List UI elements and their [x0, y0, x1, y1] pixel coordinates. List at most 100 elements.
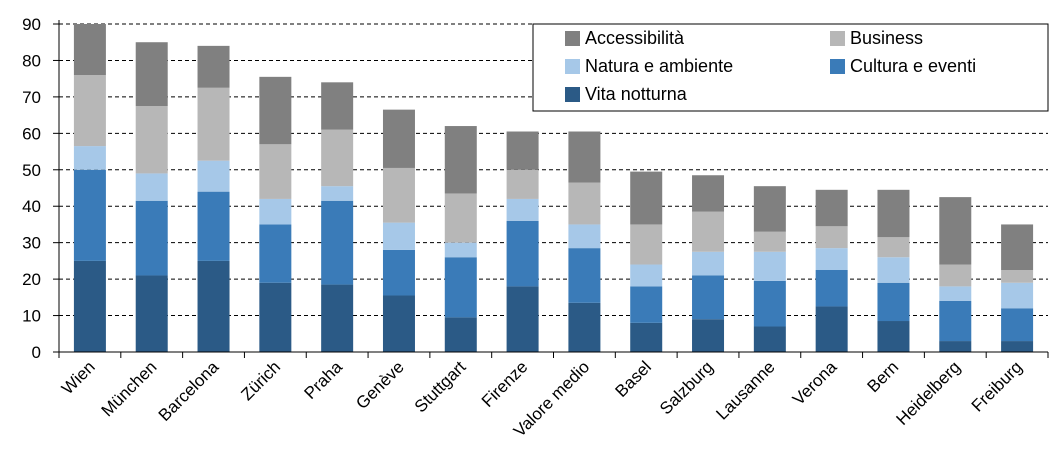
bar-segment-business-gen-ve — [382, 167, 415, 223]
bar-segment-natura-e-ambiente-bern — [877, 257, 910, 283]
bar-segment-vita-notturna-freiburg — [1001, 341, 1034, 352]
bar-segment-natura-e-ambiente-barcelona — [197, 160, 230, 192]
legend-box — [532, 23, 1049, 112]
bar-segment-natura-e-ambiente-valore-medio — [568, 224, 601, 249]
bar-segment-cultura-e-eventi-wien — [73, 169, 106, 261]
bar-segment-natura-e-ambiente-m-nchen — [135, 173, 168, 201]
bar-segment-cultura-e-eventi-gen-ve — [382, 249, 415, 296]
x-tick-label: Freiburg — [968, 357, 1026, 415]
x-tick-label: Praha — [300, 357, 346, 403]
bar-segment-cultura-e-eventi-basel — [630, 286, 663, 323]
bar-segment-cultura-e-eventi-freiburg — [1001, 308, 1034, 342]
bar-segment-business-bern — [877, 237, 910, 258]
bar-segment-natura-e-ambiente-heidelberg — [939, 286, 972, 301]
legend-swatch — [565, 87, 580, 102]
x-tick-label: Basel — [612, 357, 656, 401]
bar-segment-business-valore-medio — [568, 182, 601, 225]
legend-swatch — [565, 59, 580, 74]
bar-segment-accessibilit--gen-ve — [382, 109, 415, 168]
bar-segment-accessibilit--freiburg — [1001, 224, 1034, 270]
bar-segment-vita-notturna-wien — [73, 260, 106, 352]
bar-segment-natura-e-ambiente-basel — [630, 264, 663, 287]
bar-segment-cultura-e-eventi-bern — [877, 282, 910, 322]
bar-segment-cultura-e-eventi-lausanne — [753, 280, 786, 327]
bar-segment-business-lausanne — [753, 231, 786, 252]
bar-segment-natura-e-ambiente-salzburg — [692, 251, 725, 276]
bar-segment-cultura-e-eventi-valore-medio — [568, 248, 601, 303]
bar-segment-accessibilit--firenze — [506, 131, 539, 170]
bar-segment-vita-notturna-stuttgart — [444, 317, 477, 352]
bar-segment-vita-notturna-bern — [877, 321, 910, 352]
bar-segment-accessibilit--z-rich — [259, 76, 292, 145]
x-tick-label: Zürich — [237, 357, 284, 404]
legend-label: Business — [850, 28, 923, 48]
y-tick-labels: 0 10 20 30 40 50 60 70 80 90 — [22, 15, 41, 362]
bar-segment-business-m-nchen — [135, 106, 168, 174]
x-tick-label: Genève — [352, 357, 408, 413]
y-tick-label: 50 — [22, 161, 41, 180]
bar-segment-accessibilit--m-nchen — [135, 42, 168, 106]
bar-segment-vita-notturna-heidelberg — [939, 341, 972, 352]
x-tick-label: Wien — [58, 357, 99, 398]
bar-segment-business-salzburg — [692, 211, 725, 252]
legend-label: Cultura e eventi — [850, 56, 976, 76]
x-tick-label: Firenze — [478, 357, 532, 411]
bar-segment-cultura-e-eventi-firenze — [506, 220, 539, 287]
bar-segment-vita-notturna-m-nchen — [135, 275, 168, 352]
bar-segment-accessibilit--heidelberg — [939, 197, 972, 265]
legend-swatch — [830, 59, 845, 74]
x-tick-label: Heidelberg — [893, 357, 965, 429]
bar-segment-vita-notturna-firenze — [506, 286, 539, 352]
y-tick-label: 70 — [22, 88, 41, 107]
legend-swatch — [830, 31, 845, 46]
bar-segment-vita-notturna-gen-ve — [382, 295, 415, 352]
bars — [73, 24, 1034, 352]
bar-segment-accessibilit--praha — [321, 82, 354, 130]
y-tick-label: 40 — [22, 197, 41, 216]
bar-segment-cultura-e-eventi-stuttgart — [444, 257, 477, 318]
bar-segment-accessibilit--valore-medio — [568, 131, 601, 183]
bar-segment-vita-notturna-barcelona — [197, 260, 230, 352]
bar-segment-cultura-e-eventi-praha — [321, 200, 354, 285]
bar-segment-vita-notturna-basel — [630, 322, 663, 352]
bar-segment-natura-e-ambiente-wien — [73, 146, 106, 170]
bar-segment-business-heidelberg — [939, 264, 972, 287]
bar-segment-vita-notturna-praha — [321, 284, 354, 352]
bar-segment-natura-e-ambiente-firenze — [506, 198, 539, 221]
bar-segment-cultura-e-eventi-salzburg — [692, 275, 725, 320]
bar-segment-accessibilit--salzburg — [692, 175, 725, 212]
legend-label: Accessibilità — [585, 28, 685, 48]
bar-segment-cultura-e-eventi-z-rich — [259, 224, 292, 283]
x-tick-label: München — [98, 357, 161, 420]
bar-segment-accessibilit--lausanne — [753, 186, 786, 232]
y-tick-label: 30 — [22, 234, 41, 253]
legend-label: Natura e ambiente — [585, 56, 733, 76]
legend: Accessibilità Business Natura e ambiente Cu… — [532, 23, 1049, 112]
bar-segment-accessibilit--stuttgart — [444, 126, 477, 194]
y-tick-label: 90 — [22, 15, 41, 34]
bar-segment-business-stuttgart — [444, 193, 477, 243]
y-tick-label: 10 — [22, 307, 41, 326]
x-tick-label: Barcelona — [155, 357, 223, 425]
x-tick-label: Stuttgart — [411, 357, 470, 416]
x-tick-label: Verona — [789, 357, 841, 409]
y-tick-label: 80 — [22, 51, 41, 70]
y-tick-label: 0 — [32, 343, 41, 362]
bar-segment-natura-e-ambiente-stuttgart — [444, 242, 477, 258]
bar-segment-accessibilit--bern — [877, 189, 910, 238]
bar-segment-vita-notturna-salzburg — [692, 319, 725, 352]
bar-segment-business-z-rich — [259, 144, 292, 199]
bar-segment-business-basel — [630, 224, 663, 265]
bar-segment-cultura-e-eventi-verona — [815, 270, 848, 307]
bar-segment-business-verona — [815, 226, 848, 249]
axes — [53, 20, 1049, 358]
y-tick-label: 20 — [22, 270, 41, 289]
bar-segment-business-freiburg — [1001, 270, 1034, 283]
bar-segment-vita-notturna-lausanne — [753, 326, 786, 352]
bar-segment-business-praha — [321, 129, 354, 187]
x-tick-label: Lausanne — [712, 357, 778, 423]
bar-segment-cultura-e-eventi-heidelberg — [939, 300, 972, 342]
bar-segment-business-firenze — [506, 169, 539, 199]
